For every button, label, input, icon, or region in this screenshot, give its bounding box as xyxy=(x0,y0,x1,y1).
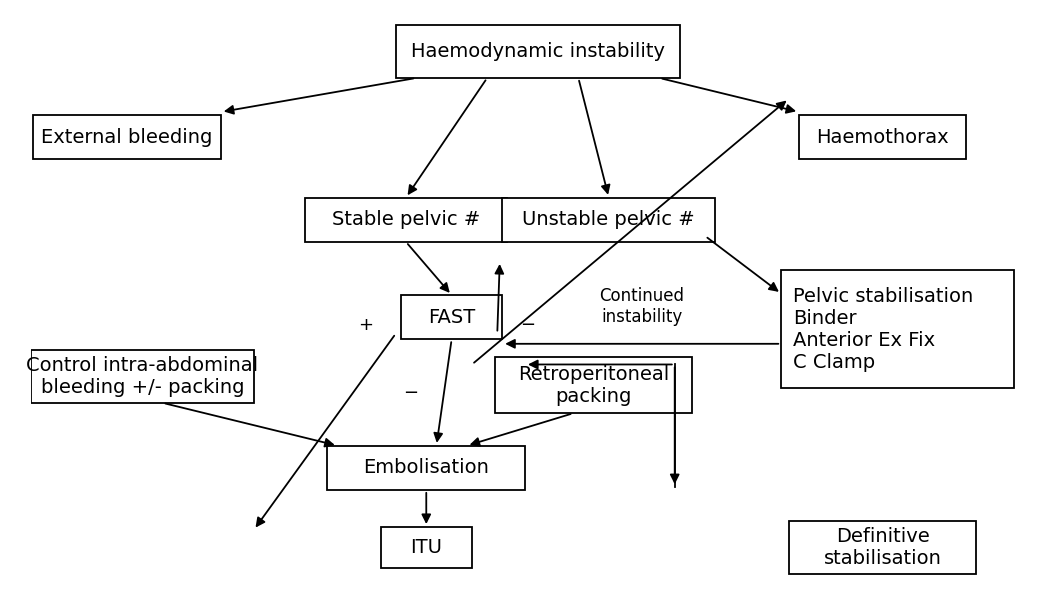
Bar xyxy=(381,527,472,568)
Bar xyxy=(34,115,221,159)
Text: FAST: FAST xyxy=(428,308,475,326)
Text: Haemodynamic instability: Haemodynamic instability xyxy=(411,42,665,61)
Text: External bleeding: External bleeding xyxy=(42,128,213,147)
Text: ITU: ITU xyxy=(410,538,443,557)
Text: Definitive
stabilisation: Definitive stabilisation xyxy=(823,527,942,568)
Text: Retroperitoneal
packing: Retroperitoneal packing xyxy=(518,365,669,406)
Text: Haemothorax: Haemothorax xyxy=(816,128,949,147)
Bar xyxy=(782,270,1014,388)
Bar xyxy=(789,521,977,574)
Bar xyxy=(395,25,680,78)
Bar xyxy=(304,198,508,242)
Text: −: − xyxy=(520,316,535,334)
Bar xyxy=(30,350,254,403)
Text: Control intra-abdominal
bleeding +/- packing: Control intra-abdominal bleeding +/- pac… xyxy=(26,356,258,397)
Bar xyxy=(502,198,715,242)
Text: Stable pelvic #: Stable pelvic # xyxy=(331,210,480,229)
Text: Continued
instability: Continued instability xyxy=(599,288,684,326)
Text: +: + xyxy=(358,316,373,334)
Bar xyxy=(799,115,966,159)
Text: Unstable pelvic #: Unstable pelvic # xyxy=(522,210,695,229)
Bar xyxy=(495,357,692,413)
Text: −: − xyxy=(404,383,419,401)
Text: Pelvic stabilisation
Binder
Anterior Ex Fix
C Clamp: Pelvic stabilisation Binder Anterior Ex … xyxy=(793,286,973,371)
Text: Embolisation: Embolisation xyxy=(363,458,489,477)
Bar xyxy=(401,295,502,340)
Bar xyxy=(327,446,526,490)
